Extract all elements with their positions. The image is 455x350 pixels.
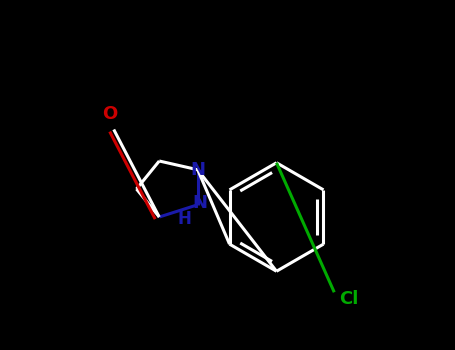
Text: H: H	[177, 210, 192, 228]
Text: N: N	[192, 194, 207, 212]
Text: N: N	[190, 161, 205, 179]
Text: Cl: Cl	[339, 290, 359, 308]
Text: O: O	[103, 105, 118, 123]
